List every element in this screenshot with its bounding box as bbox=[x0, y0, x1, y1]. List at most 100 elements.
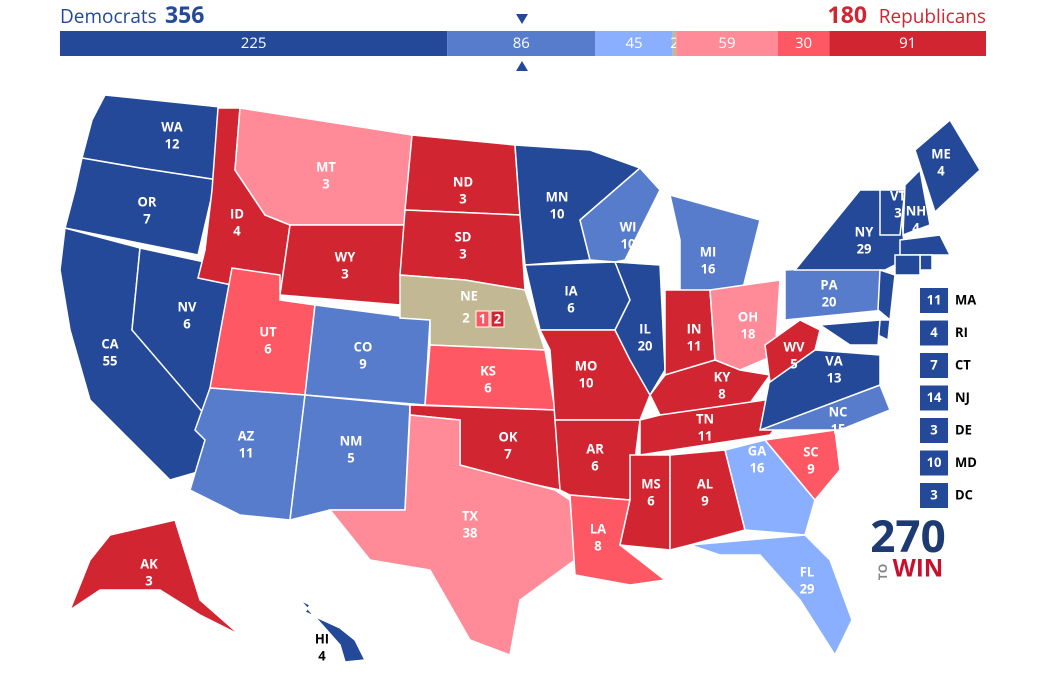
state-votes: 10 bbox=[621, 234, 636, 252]
state-abbr: MN bbox=[546, 187, 569, 205]
callout-abbr: MD bbox=[955, 453, 977, 471]
state-votes: 38 bbox=[463, 523, 478, 541]
state-abbr: LA bbox=[590, 519, 606, 537]
callout-abbr: CT bbox=[955, 355, 971, 373]
state[interactable] bbox=[619, 454, 671, 551]
state-abbr: CO bbox=[354, 337, 373, 355]
state-abbr: WV bbox=[783, 337, 805, 355]
state-votes: 29 bbox=[857, 239, 872, 257]
state[interactable] bbox=[709, 279, 781, 371]
state-votes: 3 bbox=[459, 244, 466, 262]
segment-label: 225 bbox=[241, 33, 267, 53]
state[interactable] bbox=[817, 319, 881, 346]
segment-label: 45 bbox=[625, 33, 642, 53]
state[interactable] bbox=[689, 534, 853, 657]
state-abbr: KS bbox=[480, 361, 496, 379]
state[interactable] bbox=[613, 261, 666, 397]
logo-to: TO bbox=[874, 564, 891, 581]
callout-box bbox=[920, 288, 948, 313]
state[interactable] bbox=[299, 599, 367, 663]
state-abbr: OR bbox=[138, 192, 157, 210]
state-votes: 4 bbox=[233, 221, 241, 239]
state-abbr: KY bbox=[714, 367, 732, 385]
bar-segment bbox=[676, 31, 778, 56]
state[interactable] bbox=[68, 519, 241, 636]
state-votes: 7 bbox=[504, 444, 512, 462]
callout-abbr: DE bbox=[955, 420, 972, 438]
state-votes: 20 bbox=[822, 292, 837, 310]
callout-box bbox=[920, 418, 948, 443]
rep-total: 180 bbox=[828, 0, 867, 30]
state-abbr: WY bbox=[335, 247, 357, 265]
state-abbr: NV bbox=[177, 297, 197, 315]
state-votes: 9 bbox=[359, 354, 366, 372]
state[interactable] bbox=[914, 118, 981, 214]
state-abbr: IN bbox=[687, 319, 702, 337]
state-votes: 3 bbox=[459, 189, 466, 207]
state-votes: 5 bbox=[790, 354, 797, 372]
callout-votes: 3 bbox=[930, 485, 937, 503]
state-abbr: AL bbox=[697, 474, 713, 492]
state[interactable] bbox=[579, 166, 661, 263]
state-votes: 3 bbox=[894, 203, 901, 221]
state[interactable] bbox=[919, 254, 933, 271]
bar-segment bbox=[60, 31, 448, 56]
state[interactable] bbox=[902, 168, 931, 237]
callout-box bbox=[920, 353, 948, 378]
callout-abbr: DC bbox=[955, 485, 973, 503]
bar-segment bbox=[447, 31, 596, 56]
segment-label: 91 bbox=[899, 33, 916, 53]
bar-segment bbox=[595, 31, 673, 56]
state-votes: 10 bbox=[579, 373, 594, 391]
state-abbr: UT bbox=[259, 322, 277, 340]
state-votes: 55 bbox=[103, 351, 118, 369]
state-abbr: FL bbox=[800, 562, 814, 580]
state-abbr: SD bbox=[455, 227, 472, 245]
state[interactable] bbox=[877, 268, 896, 322]
callout-abbr: MA bbox=[955, 290, 976, 308]
state-abbr: NM bbox=[340, 431, 363, 449]
state-abbr: ND bbox=[453, 172, 473, 190]
state-votes: 20 bbox=[638, 336, 653, 354]
segment-label: 59 bbox=[718, 33, 735, 53]
state[interactable] bbox=[669, 449, 746, 551]
state-votes: 29 bbox=[800, 579, 815, 597]
state[interactable] bbox=[899, 234, 952, 256]
state[interactable] bbox=[763, 429, 841, 502]
district-votes: 1 bbox=[479, 309, 486, 327]
state-votes: 3 bbox=[341, 264, 348, 282]
midpoint-marker bbox=[516, 14, 528, 24]
rep-label: Republicans bbox=[879, 3, 986, 29]
state[interactable] bbox=[724, 439, 816, 536]
state-abbr: IL bbox=[639, 319, 651, 337]
callout-box bbox=[920, 483, 948, 508]
callout-box bbox=[920, 385, 948, 411]
state-abbr: OH bbox=[738, 307, 758, 325]
state-abbr: WI bbox=[620, 217, 637, 235]
state-votes: 16 bbox=[750, 458, 765, 476]
state[interactable] bbox=[764, 319, 821, 384]
state-abbr: PA bbox=[820, 275, 837, 293]
segment-label: 30 bbox=[795, 33, 812, 53]
state[interactable] bbox=[894, 254, 921, 276]
state-abbr: CA bbox=[101, 334, 118, 352]
district-box bbox=[490, 310, 505, 328]
state-votes: 4 bbox=[318, 646, 326, 664]
state-abbr: AZ bbox=[238, 426, 255, 444]
state-abbr: MT bbox=[316, 157, 336, 175]
state-abbr: OK bbox=[499, 427, 518, 445]
dem-label: Democrats bbox=[60, 3, 157, 29]
state-abbr: ID bbox=[230, 204, 244, 222]
callout-votes: 10 bbox=[927, 453, 942, 471]
state-abbr: MI bbox=[700, 242, 717, 260]
state[interactable] bbox=[793, 189, 906, 271]
state[interactable] bbox=[879, 189, 906, 236]
state-abbr: VA bbox=[825, 351, 842, 369]
state-votes: 11 bbox=[239, 443, 254, 461]
state-abbr: NY bbox=[855, 222, 875, 240]
callout-box bbox=[920, 450, 948, 476]
state[interactable] bbox=[64, 157, 220, 256]
state-votes: 12 bbox=[165, 134, 180, 152]
state-abbr: MS bbox=[641, 474, 660, 492]
bar-segment bbox=[672, 31, 677, 56]
